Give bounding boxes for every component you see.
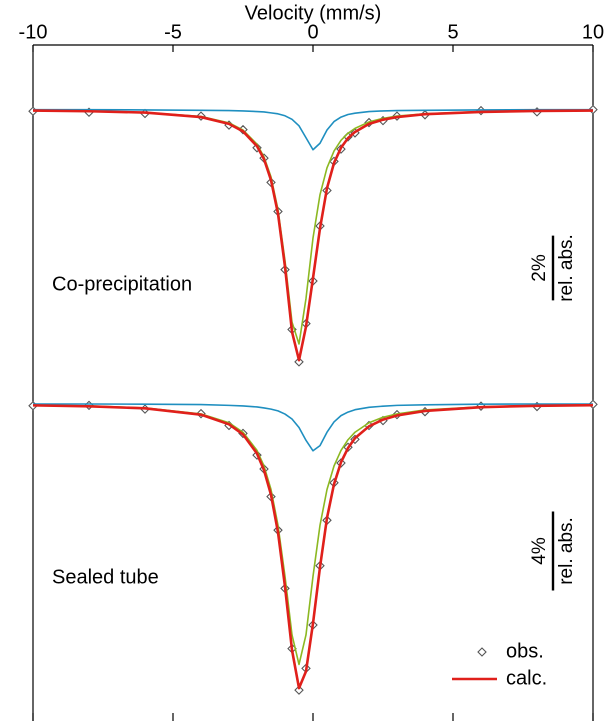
obs-marker	[294, 685, 304, 695]
fit-line	[33, 108, 593, 151]
x-tick-label: 0	[307, 21, 318, 43]
legend-marker	[477, 647, 487, 657]
fit-line	[33, 403, 593, 452]
x-tick-label: -10	[19, 21, 48, 43]
legend-label: obs.	[506, 640, 544, 662]
obs-marker	[294, 357, 304, 367]
scale-bar-unit: rel. abs.	[556, 234, 577, 302]
x-axis-title: Velocity (mm/s)	[245, 2, 382, 24]
x-tick-label: -5	[164, 21, 182, 43]
scale-bar-unit: rel. abs.	[556, 517, 577, 585]
scale-bar-label: 4%	[529, 537, 550, 565]
fit-line	[32, 109, 594, 362]
sample-label: Co-precipitation	[52, 273, 192, 295]
x-tick-label: 10	[582, 21, 604, 43]
fit-line	[32, 403, 594, 690]
scale-bar-label: 2%	[529, 254, 550, 282]
fit-line	[32, 404, 594, 666]
x-tick-label: 5	[447, 21, 458, 43]
legend-label: calc.	[506, 667, 547, 689]
sample-label: Sealed tube	[52, 566, 159, 588]
fit-line	[32, 109, 594, 345]
